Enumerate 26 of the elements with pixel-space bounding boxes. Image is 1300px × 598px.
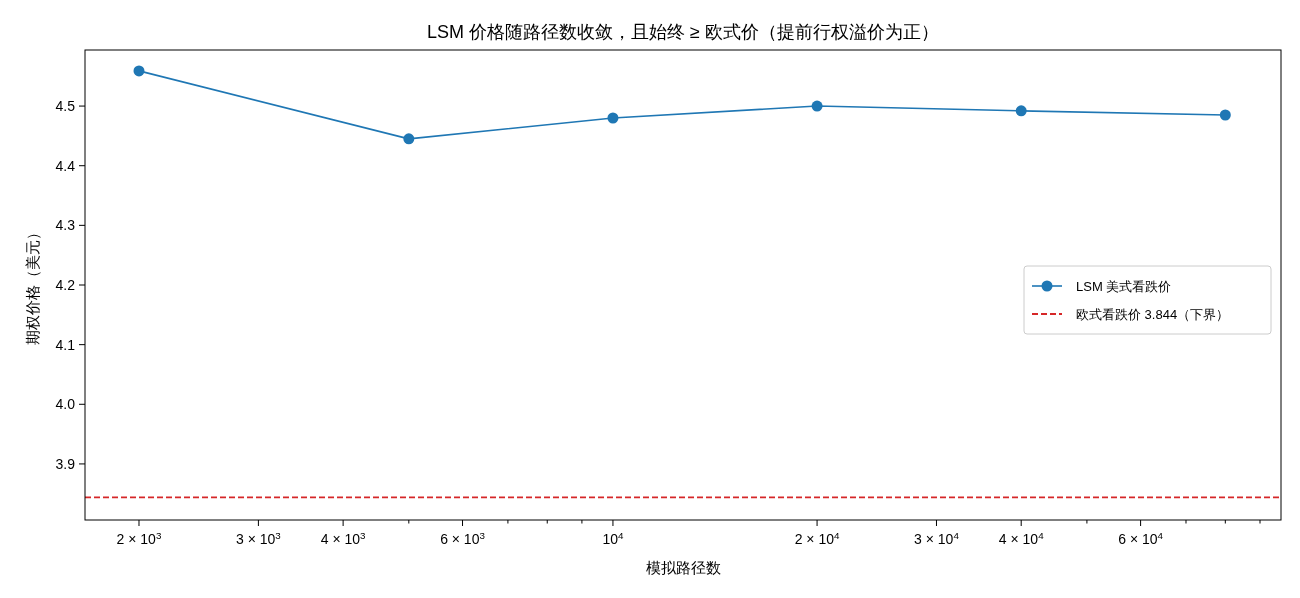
y-tick-label: 4.4	[55, 157, 76, 174]
y-tick-label: 4.2	[55, 277, 76, 293]
y-tick-label: 4.3	[55, 217, 76, 234]
x-tick-label: 4 × 10$^{3}$	[320, 529, 367, 547]
x-tick-label: 2 × 10$^{3}$	[116, 529, 162, 547]
x-axis-title: 模拟路径数	[645, 559, 721, 576]
x-tick-label: 3 × 10$^{4}$	[914, 529, 960, 547]
x-tick-label: 4 × 10$^{4}$	[998, 529, 1045, 547]
x-tick-label: 6 × 10$^{3}$	[440, 529, 486, 547]
chart-title: LSM 价格随路径数收敛，且始终 ≥ 欧式价（提前行权溢价为正）	[427, 22, 939, 42]
x-tick-label: 10$^{4}$	[602, 529, 625, 547]
point	[403, 133, 415, 145]
point	[607, 112, 619, 124]
y-tick-label: 4.1	[55, 336, 76, 353]
x-tick-label: 6 × 10$^{4}$	[1118, 529, 1164, 547]
y-tick-label: 4.0	[55, 396, 76, 413]
y-tick-label: 3.9	[55, 455, 76, 472]
legend-label: 欧式看跌价 3.844（下界）	[1076, 307, 1230, 322]
point	[1015, 105, 1027, 117]
y-tick-label: 4.5	[55, 98, 76, 115]
x-tick-label: 3 × 10$^{3}$	[236, 529, 282, 547]
point	[811, 100, 823, 112]
y-axis-title: 期权价格（美元）	[24, 225, 41, 345]
point	[1219, 109, 1231, 121]
x-tick-label: 2 × 10$^{4}$	[794, 529, 841, 547]
legend-label: LSM 美式看跌价	[1076, 279, 1172, 294]
